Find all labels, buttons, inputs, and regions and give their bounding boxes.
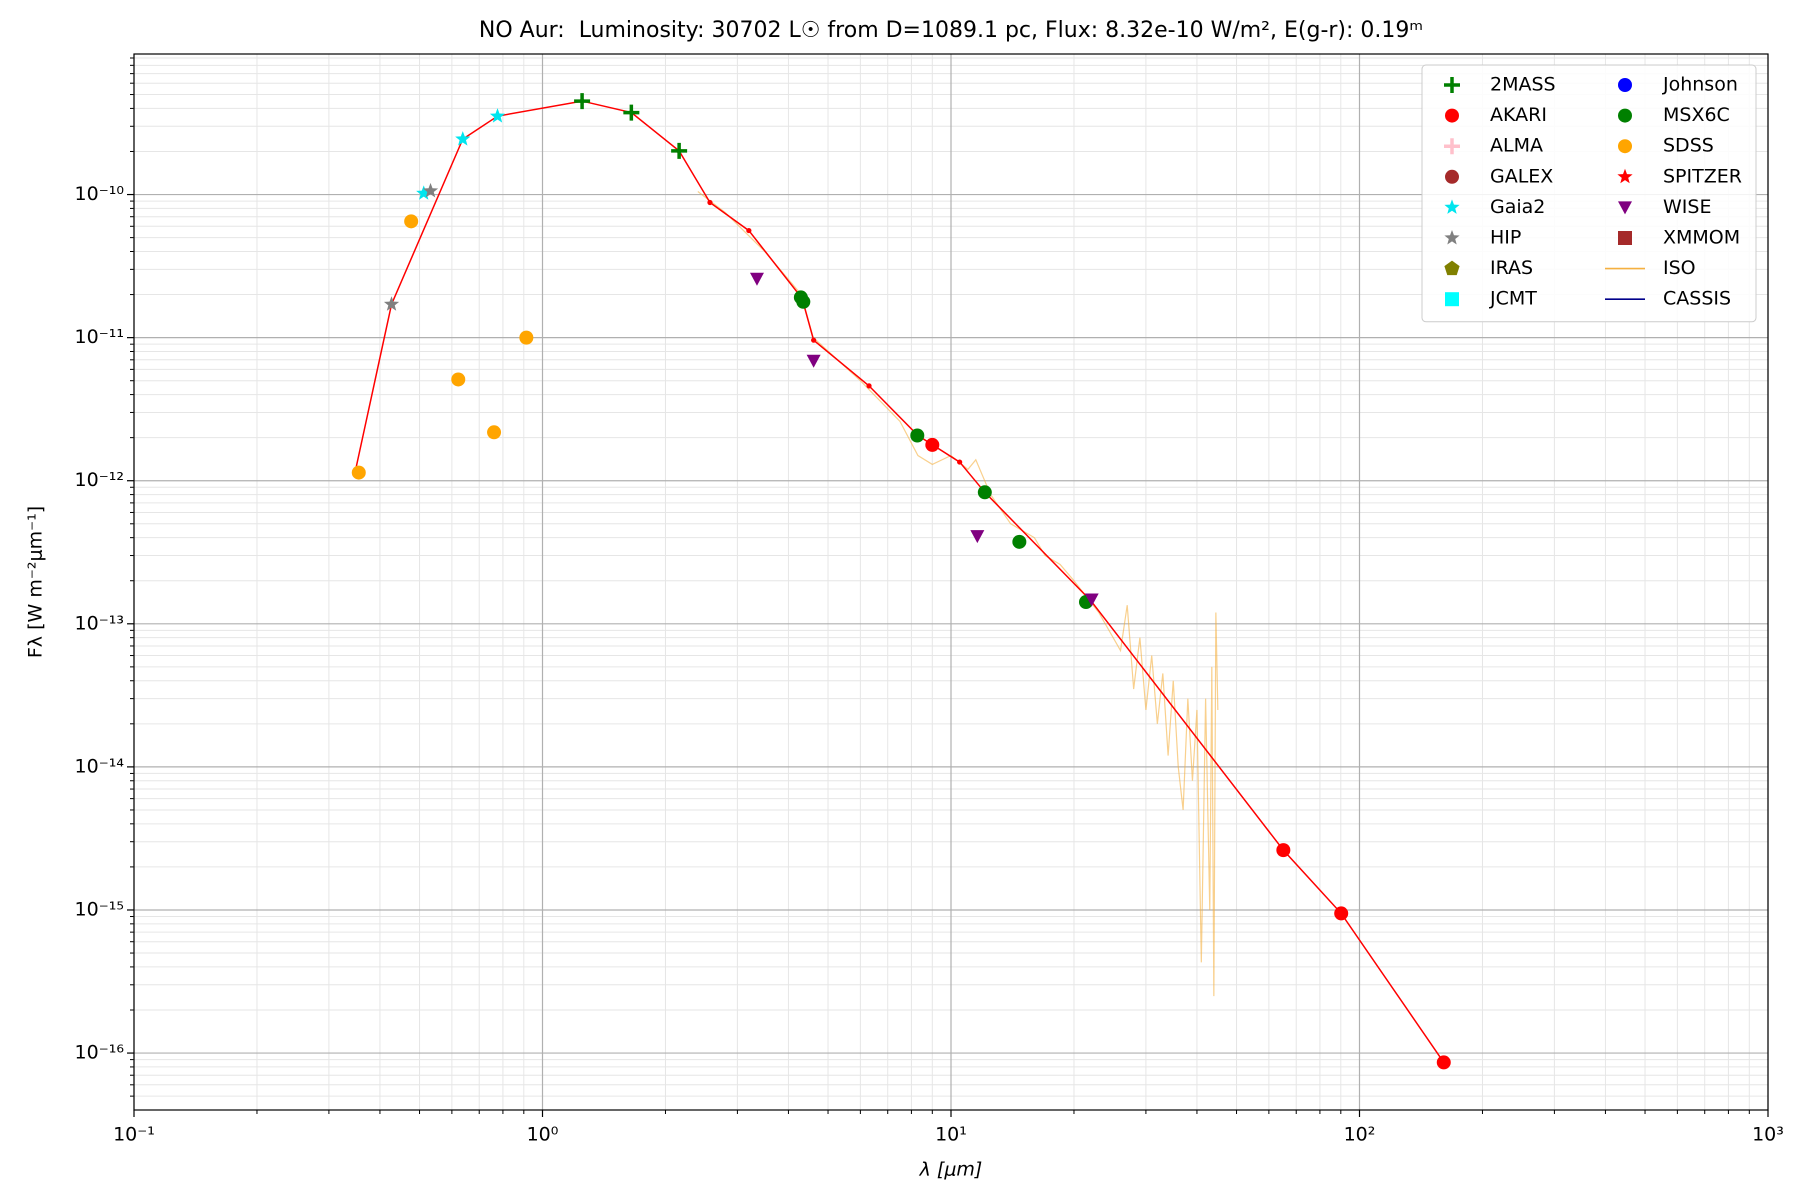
circle-marker (1334, 906, 1349, 921)
legend-label: HIP (1490, 227, 1521, 249)
legend: 2MASS AKARI ALMA GALEX Gaia2 HIP IRAS JCMT Johns… (1421, 64, 1757, 323)
circle-marker (487, 425, 502, 440)
dot-marker (707, 199, 713, 206)
legend-label: CASSIS (1663, 288, 1731, 310)
dot-marker (957, 459, 963, 465)
plus-marker (1444, 77, 1460, 93)
pentagon-marker (1444, 260, 1460, 276)
triangle-marker (806, 354, 821, 368)
plot-area (351, 93, 1451, 1070)
circle-marker (1012, 534, 1027, 549)
y-tick-label: 10⁻¹⁴ (75, 755, 125, 777)
plus-marker (1444, 138, 1460, 155)
circle-marker (1618, 78, 1632, 92)
star-marker (489, 108, 506, 123)
y-tick-label: 10⁻¹⁶ (75, 1042, 124, 1064)
legend-label: Gaia2 (1490, 196, 1545, 218)
circle-marker (404, 214, 419, 229)
legend-label: MSX6C (1663, 104, 1730, 126)
plus-marker (574, 93, 591, 110)
legend-label: AKARI (1490, 104, 1547, 126)
plus-marker (623, 104, 640, 121)
dot-marker (866, 383, 872, 389)
dot-marker (811, 337, 817, 343)
legend-label: Johnson (1662, 74, 1738, 96)
x-tick-label: 10¹ (935, 1124, 967, 1146)
circle-marker (977, 485, 992, 500)
circle-marker (1445, 169, 1459, 184)
legend-label: IRAS (1490, 257, 1533, 279)
x-tick-label: 10² (1344, 1124, 1376, 1146)
triangle-marker (1084, 593, 1099, 607)
x-tick-label: 10³ (1752, 1124, 1784, 1146)
x-axis-label: λ [μm] (919, 1159, 983, 1181)
y-tick-label: 10⁻¹¹ (75, 326, 124, 348)
legend-label: JCMT (1489, 288, 1537, 310)
series-line (697, 191, 1219, 997)
x-tick-label: 10⁻¹ (113, 1124, 155, 1146)
chart-title: NO Aur: Luminosity: 30702 L☉ from D=1089… (479, 18, 1423, 43)
legend-label: ALMA (1490, 135, 1543, 157)
legend-label: WISE (1663, 196, 1711, 218)
circle-marker (1618, 139, 1632, 154)
square-marker (1618, 231, 1632, 245)
star-marker (1617, 168, 1633, 184)
star-marker (455, 131, 471, 146)
y-tick-label: 10⁻¹⁰ (75, 183, 124, 205)
y-axis-label: Fλ [W m⁻²μm⁻¹] (25, 506, 47, 658)
y-tick-label: 10⁻¹² (75, 469, 124, 491)
star-marker (383, 296, 400, 311)
legend-label: GALEX (1490, 165, 1553, 187)
triangle-marker (970, 530, 985, 544)
y-tick-label: 10⁻¹⁵ (75, 898, 124, 920)
circle-marker (519, 330, 534, 345)
circle-marker (351, 465, 366, 480)
triangle-marker (749, 272, 764, 286)
legend-frame (1421, 64, 1757, 323)
legend-label: SDSS (1663, 135, 1714, 157)
dot-marker (746, 227, 752, 234)
plus-marker (671, 142, 688, 159)
circle-marker (1436, 1055, 1451, 1070)
circle-marker (925, 437, 940, 452)
circle-marker (1445, 108, 1459, 123)
legend-label: 2MASS (1490, 74, 1556, 96)
x-tick-label: 10⁰ (527, 1124, 559, 1146)
square-marker (1445, 292, 1459, 307)
legend-label: XMMOM (1663, 227, 1740, 249)
circle-marker (451, 372, 466, 387)
legend-label: ISO (1663, 257, 1696, 279)
star-marker (422, 182, 439, 198)
star-marker (1444, 230, 1460, 245)
plot-frame (133, 53, 1769, 1111)
legend-label: SPITZER (1663, 165, 1742, 187)
circle-marker (796, 294, 811, 309)
circle-marker (1276, 843, 1291, 858)
star-marker (416, 185, 432, 200)
y-tick-label: 10⁻¹³ (75, 612, 124, 634)
star-marker (1444, 199, 1460, 214)
circle-marker (910, 428, 925, 443)
circle-marker (1618, 108, 1632, 123)
triangle-marker (1618, 201, 1632, 215)
